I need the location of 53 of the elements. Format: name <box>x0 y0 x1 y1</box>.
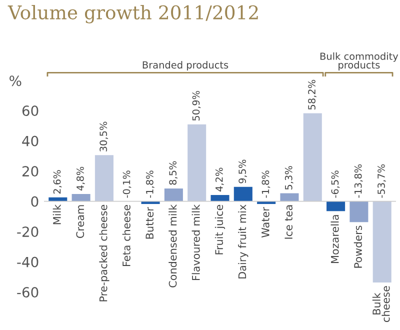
data-label: -0,1% <box>122 170 132 198</box>
y-axis-title: % <box>10 76 22 86</box>
bar <box>280 193 299 202</box>
x-tick-label: Pre-packed cheese <box>99 204 110 302</box>
bar <box>210 194 230 202</box>
y-tick-label: 60 <box>22 106 38 116</box>
data-label: 4,8% <box>76 166 85 191</box>
y-tick-label: -60 <box>17 287 38 298</box>
y-tick-label: 0 <box>31 196 38 207</box>
x-tick-label: Bulk cheese <box>372 286 390 322</box>
bar <box>234 186 252 202</box>
text: Branded products <box>142 61 228 70</box>
bar <box>72 194 90 202</box>
x-tick-label: Fruit juice <box>214 204 226 254</box>
data-label: 58,2% <box>308 80 316 110</box>
x-tick-label: Butter <box>146 207 154 239</box>
data-label: -1,8% <box>262 170 270 198</box>
bar <box>164 188 183 202</box>
data-label: 2,6% <box>53 170 62 194</box>
y-tick-label: 20 <box>22 166 38 177</box>
x-tick-label: Condensed milk <box>168 204 177 288</box>
x-tick-label: Cream <box>76 205 84 238</box>
y-tick-label: 40 <box>22 136 38 146</box>
text: Bulk commodity products <box>320 52 398 70</box>
data-label: 8,5% <box>169 161 178 185</box>
x-tick-label: Feta cheese <box>122 205 130 266</box>
bar <box>141 201 160 204</box>
data-label: -53,7% <box>378 164 386 198</box>
y-tick-label: -40 <box>17 256 38 268</box>
bar <box>350 201 368 222</box>
x-tick-label: Mozarella <box>330 215 339 263</box>
x-tick-label: Ice tea <box>284 205 292 239</box>
bar <box>94 155 114 202</box>
data-label: 50,9% <box>192 90 201 121</box>
data-label: 4,2% <box>215 168 224 192</box>
data-label: 30,5% <box>100 122 108 152</box>
bar <box>188 124 206 202</box>
x-tick-label: Milk <box>52 204 61 224</box>
x-tick-label: Dairy fruit mix <box>238 204 248 278</box>
data-label: -13,8% <box>354 164 363 198</box>
x-tick-label: Water <box>262 207 270 238</box>
data-label: 5,3% <box>284 166 294 190</box>
y-tick-label: -20 <box>17 226 38 238</box>
x-tick-label: Powders <box>354 226 362 268</box>
bar <box>372 201 392 283</box>
x-tick-label: Flavoured milk <box>192 204 200 280</box>
data-label: -1,8% <box>146 170 154 198</box>
data-label: 9,5% <box>238 160 247 184</box>
data-label: -6,5% <box>331 170 340 198</box>
chart-title: Volume growth 2011/2012 <box>8 4 258 24</box>
bar <box>257 201 276 204</box>
bar <box>326 201 346 212</box>
bar <box>303 113 322 202</box>
